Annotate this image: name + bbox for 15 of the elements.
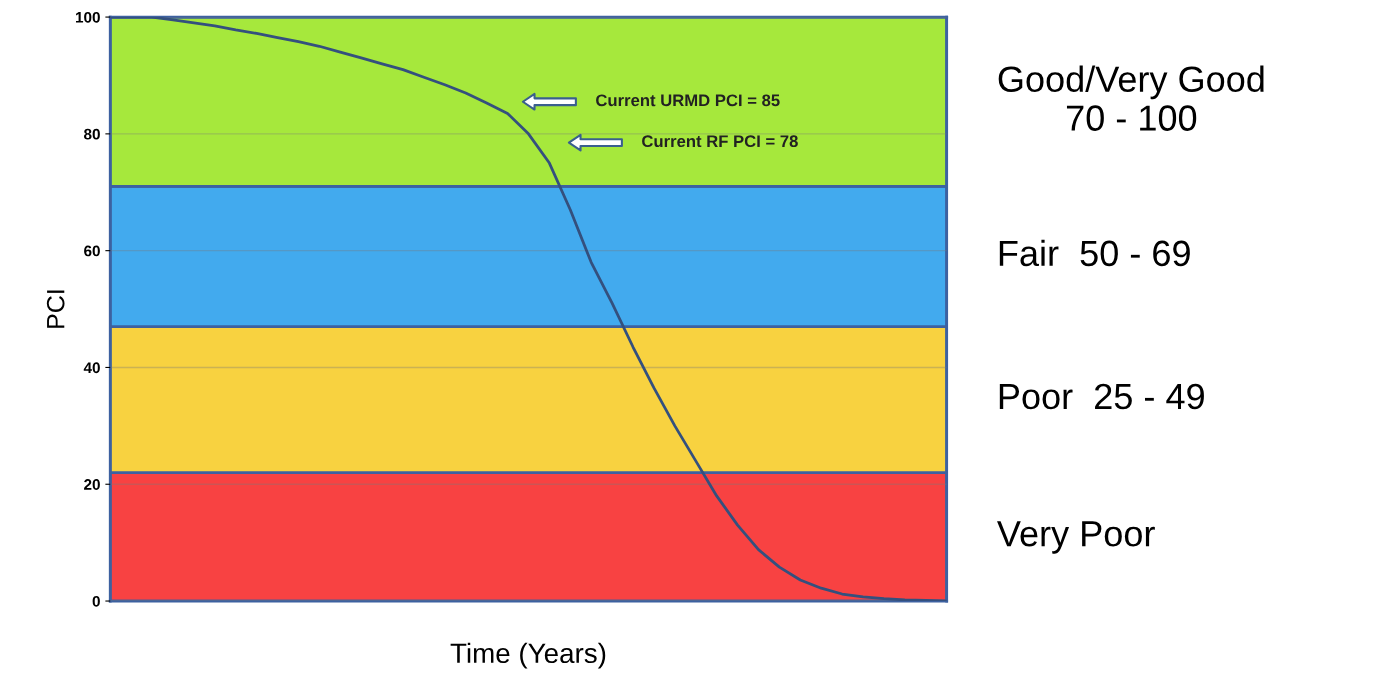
annotation: Current URMD PCI = 85: [596, 94, 780, 107]
y-axis-title: PCI: [46, 290, 65, 328]
band-label: Very Poor: [997, 521, 1155, 554]
band-label: Fair 50 - 69: [999, 239, 1190, 267]
y-tick-label: 60: [84, 245, 100, 257]
x-axis-title: Time (Years): [450, 642, 606, 669]
y-tick-label: 100: [75, 11, 100, 23]
y-tick-label: 80: [84, 128, 100, 140]
y-tick-label: 20: [84, 479, 100, 490]
band-label: Poor 25 - 49: [999, 383, 1204, 410]
y-tick-label: 40: [83, 362, 100, 374]
y-tick-label: 0: [92, 595, 100, 607]
annotation: Current RF PCI = 78: [642, 135, 798, 148]
line-series: [110, 17, 947, 602]
band-label: Good/Very Good 70 - 100: [998, 65, 1264, 131]
